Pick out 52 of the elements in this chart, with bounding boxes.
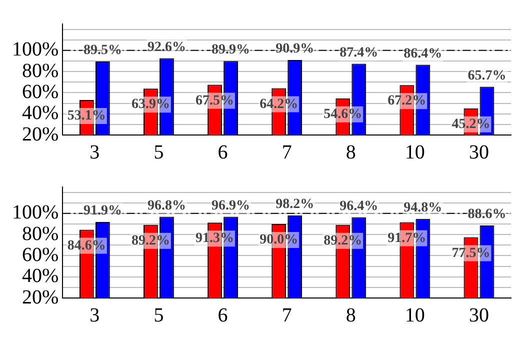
- x-tick-label: 7: [282, 304, 292, 326]
- x-tick-label: 5: [154, 304, 164, 326]
- y-tick-label: 20%: [22, 286, 59, 308]
- y-tick-label: 80%: [22, 60, 59, 82]
- x-tick-label: 7: [282, 141, 292, 164]
- text: 96.4%: [340, 198, 378, 214]
- text: 67.2%: [388, 94, 426, 109]
- text: 94.8%: [404, 200, 442, 216]
- text: 63.9%: [131, 97, 170, 112]
- x-tick-label: 5: [154, 141, 164, 164]
- text: 45.2%: [452, 116, 490, 132]
- text: 88.6%: [468, 207, 506, 222]
- text: 92.6%: [147, 40, 186, 55]
- text: 91.7%: [388, 230, 426, 246]
- x-tick-label: 30: [468, 304, 489, 326]
- text: 89.5%: [83, 43, 122, 58]
- x-tick-label: 10: [404, 141, 425, 164]
- x-tick-label: 6: [218, 304, 228, 326]
- y-tick-label: 100%: [12, 202, 59, 224]
- text: 89.2%: [131, 233, 170, 248]
- y-tick-label: 20%: [22, 123, 59, 146]
- y-tick-label: 60%: [22, 80, 59, 103]
- text: 96.8%: [147, 198, 186, 214]
- x-tick-label: 30: [468, 141, 489, 164]
- x-tick-label: 8: [346, 141, 356, 164]
- text: 64.2%: [260, 96, 298, 112]
- y-tick-label: 40%: [22, 265, 59, 288]
- text: 98.2%: [276, 196, 314, 212]
- text: 90.0%: [260, 232, 298, 248]
- text: 84.6%: [67, 238, 106, 254]
- text: 86.4%: [404, 46, 442, 62]
- text: 89.2%: [324, 233, 362, 248]
- text: 65.7%: [468, 68, 506, 84]
- y-tick-label: 60%: [22, 244, 59, 266]
- x-tick-label: 6: [218, 141, 228, 164]
- text: 54.6%: [324, 107, 362, 122]
- y-tick-label: 100%: [12, 38, 59, 61]
- text: 90.9%: [276, 42, 314, 57]
- x-tick-label: 8: [346, 304, 356, 326]
- x-tick-label: 3: [90, 141, 100, 164]
- text: 96.9%: [212, 198, 250, 214]
- text: 91.3%: [196, 231, 234, 246]
- y-tick-label: 80%: [22, 222, 59, 245]
- text: 67.5%: [196, 93, 234, 108]
- x-tick-label: 3: [90, 304, 100, 326]
- x-tick-label: 10: [404, 304, 425, 326]
- text: 89.9%: [212, 42, 250, 58]
- text: 53.1%: [67, 108, 106, 124]
- text: 91.9%: [83, 204, 122, 219]
- y-tick-label: 40%: [22, 102, 59, 124]
- text: 77.5%: [452, 246, 490, 261]
- text: 87.4%: [340, 45, 378, 60]
